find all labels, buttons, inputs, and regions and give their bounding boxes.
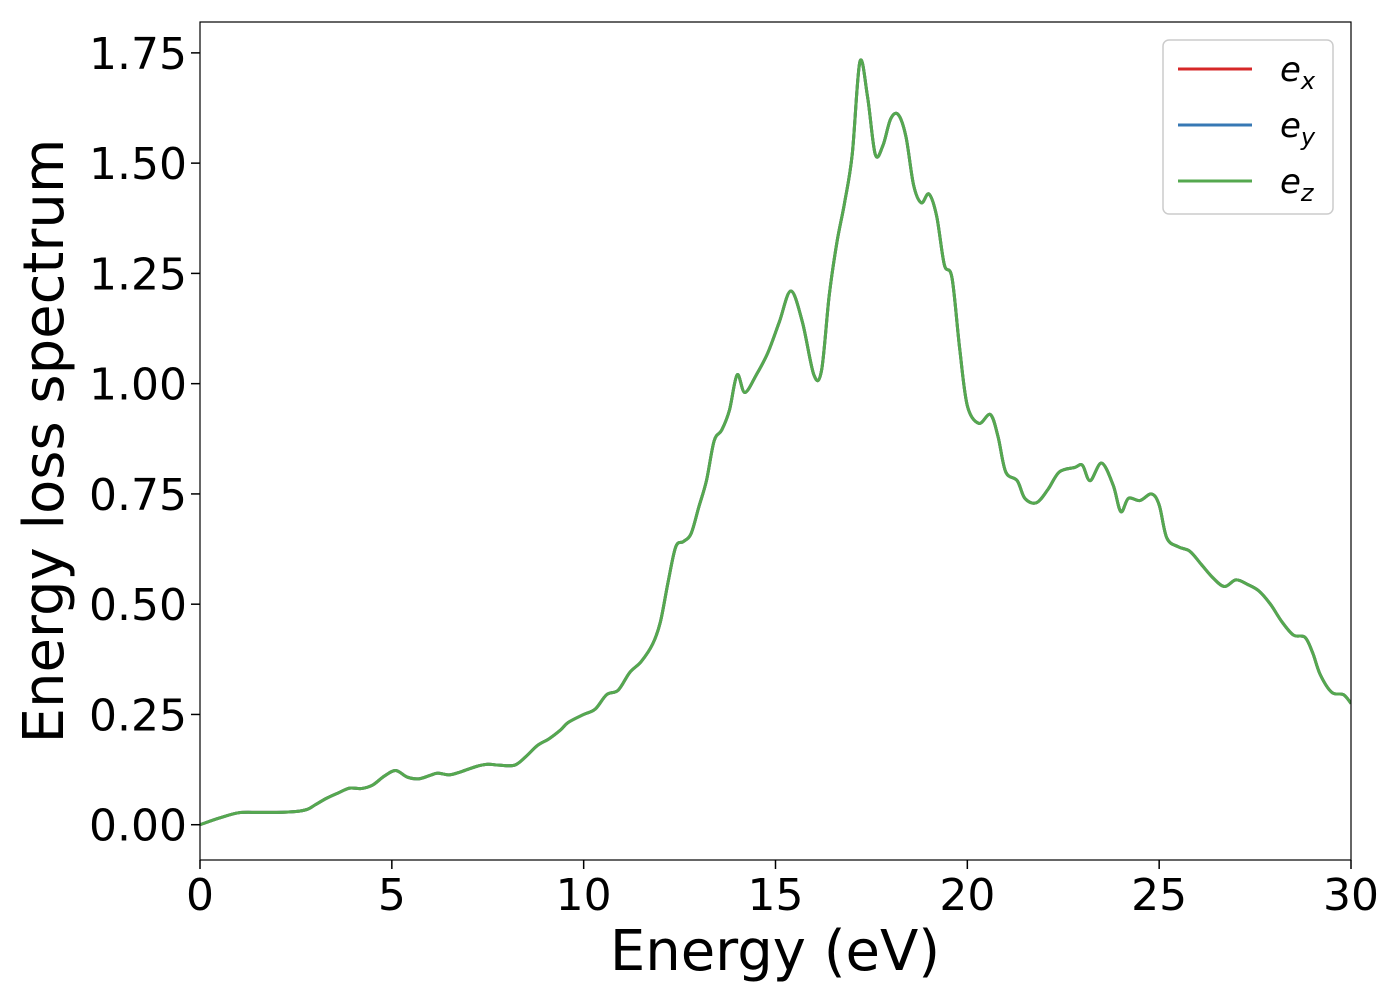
series-line-e-z: [200, 58, 1351, 827]
y-tick-label: 1.00: [89, 360, 187, 411]
legend-label-subscript: y: [1300, 123, 1316, 151]
x-axis-label: Energy (eV): [610, 919, 940, 984]
legend-label: ey: [1280, 106, 1316, 151]
y-tick-label: 0.75: [89, 470, 187, 521]
y-axis-label: Energy loss spectrum: [12, 139, 77, 744]
x-tick-label: 5: [378, 870, 406, 921]
y-tick-label: 1.50: [89, 139, 187, 190]
legend-label: ez: [1280, 162, 1315, 207]
y-tick-label: 1.75: [89, 29, 187, 80]
legend-label-base: e: [1280, 162, 1301, 202]
x-tick-label: 15: [748, 870, 804, 921]
y-axis: 0.00 0.25 0.50 0.75 1.00 1.25 1.50 1.75: [89, 29, 200, 852]
x-tick-label: 10: [556, 870, 612, 921]
legend-label-base: e: [1280, 50, 1301, 90]
x-tick-label: 30: [1323, 870, 1379, 921]
y-tick-label: 1.25: [89, 249, 187, 300]
series-layer: [200, 58, 1351, 827]
legend-box: [1162, 39, 1334, 215]
y-tick-label: 0.00: [89, 801, 187, 852]
y-tick-label: 0.25: [89, 690, 187, 741]
legend-label: ex: [1280, 50, 1316, 95]
x-tick-label: 20: [939, 870, 995, 921]
legend-label-subscript: z: [1300, 179, 1315, 207]
x-tick-label: 0: [186, 870, 214, 921]
legend-label-base: e: [1280, 106, 1301, 146]
legend-label-subscript: x: [1300, 67, 1316, 95]
y-tick-label: 0.50: [89, 580, 187, 631]
x-axis: 0 5 10 15 20 25 30: [186, 860, 1379, 921]
x-tick-label: 25: [1131, 870, 1187, 921]
